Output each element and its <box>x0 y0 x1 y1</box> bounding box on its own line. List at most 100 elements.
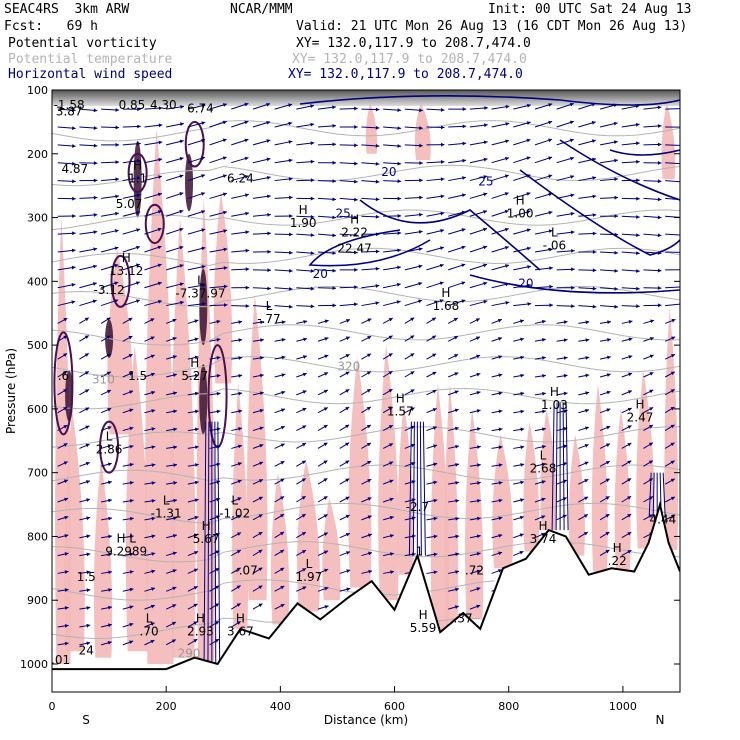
wind-arrow <box>448 462 460 467</box>
pv-extremum-marker: H <box>636 398 645 412</box>
wind-arrow <box>491 192 509 199</box>
field-pv-name: Potential vorticity <box>8 36 157 51</box>
wind-arrow <box>534 373 546 378</box>
wind-arrow <box>57 515 69 521</box>
wind-arrow <box>469 354 481 360</box>
wind-arrow <box>404 264 423 271</box>
wind-arrow <box>317 477 328 485</box>
pv-extremum-value: 1.03 <box>541 398 568 412</box>
wind-arrow <box>187 301 206 307</box>
wind-arrow <box>643 406 654 414</box>
wind-arrow <box>79 641 91 646</box>
pv-extremum-value: 1.68 <box>433 299 460 313</box>
wind-arrow <box>621 178 640 183</box>
wind-arrow <box>100 246 119 253</box>
wind-arrow <box>600 250 619 255</box>
pv-extremum-value: .1 <box>412 545 423 559</box>
wind-arrow <box>448 390 459 396</box>
wind-arrow <box>513 138 531 146</box>
wind-arrow <box>79 212 98 217</box>
wind-arrow <box>556 230 575 235</box>
wind-arrow <box>534 266 553 271</box>
updraft-arrow <box>419 421 422 556</box>
pv-extremum-value: 1.00 <box>507 207 534 221</box>
wind-arrow <box>339 285 358 290</box>
wind-arrow <box>664 424 675 431</box>
wind-arrow <box>469 587 481 592</box>
wind-arrow <box>426 246 445 253</box>
wind-arrow <box>361 370 372 378</box>
wind-arrow <box>144 227 162 235</box>
wind-arrow <box>274 443 285 449</box>
wind-arrow <box>187 355 199 360</box>
wind-arrow <box>621 319 633 324</box>
updraft-arrow <box>648 472 652 518</box>
wind-arrow <box>469 281 488 289</box>
wind-arrow <box>122 408 134 414</box>
wind-arrow <box>57 108 76 113</box>
wind-arrow <box>252 549 263 557</box>
wind-arrow <box>361 284 380 289</box>
wind-arrow <box>382 406 393 414</box>
wind-arrow <box>556 320 568 325</box>
wind-arrow <box>252 373 264 378</box>
wind-arrow <box>296 104 315 110</box>
wind-arrow <box>79 498 91 503</box>
wind-arrow <box>166 409 178 414</box>
wind-arrow <box>448 299 466 307</box>
pv-shaded-region <box>568 434 585 556</box>
wind-arrow <box>252 514 263 521</box>
wind-arrow <box>296 478 307 485</box>
wind-arrow <box>513 246 531 253</box>
wind-arrow <box>339 106 358 111</box>
wind-arrow <box>165 621 177 628</box>
theta-contour <box>52 426 680 448</box>
wind-arrow <box>361 406 372 414</box>
wind-arrow <box>491 445 503 450</box>
wind-arrow <box>100 605 112 610</box>
wind-arrow <box>317 372 329 378</box>
wind-arrow <box>556 138 574 146</box>
wind-arrow <box>166 498 178 503</box>
wind-contour-label: 20 <box>381 165 396 179</box>
wind-arrow <box>296 337 308 342</box>
wind-arrow <box>101 534 113 539</box>
wind-arrow <box>166 373 177 378</box>
wind-arrow <box>100 462 112 467</box>
wind-arrow <box>57 179 76 184</box>
wind-arrow <box>447 317 459 324</box>
wind-arrow <box>57 461 68 467</box>
pv-shaded-region <box>523 421 540 552</box>
wind-arrow <box>448 193 466 199</box>
wind-arrow <box>274 513 285 521</box>
wind-arrow <box>448 498 460 503</box>
y-tick-label: 200 <box>27 148 48 161</box>
wind-arrow <box>382 317 393 324</box>
wind-arrow <box>100 281 119 289</box>
wind-arrow <box>383 214 402 218</box>
wind-arrow <box>578 157 597 164</box>
wind-arrow <box>599 460 611 467</box>
wind-arrow <box>166 551 177 557</box>
wind-arrow <box>643 251 662 255</box>
pv-shaded-region <box>591 383 608 572</box>
wind-arrow <box>513 156 531 164</box>
wind-arrow <box>122 587 134 592</box>
wind-arrow <box>252 585 263 592</box>
pv-extremum-marker: H <box>350 213 359 227</box>
wind-arrow <box>57 552 69 557</box>
wind-arrow <box>296 178 315 183</box>
wind-arrow <box>79 443 90 449</box>
wind-arrow <box>57 388 68 396</box>
wind-arrow <box>274 478 285 485</box>
wind-arrow <box>166 516 178 521</box>
wind-arrow <box>318 251 337 255</box>
wind-arrow <box>513 533 524 539</box>
wind-arrow <box>187 445 199 450</box>
wind-arrow <box>599 478 610 485</box>
wind-arrow <box>122 176 141 182</box>
wind-arrow <box>491 355 503 360</box>
wind-arrow <box>296 233 315 238</box>
wind-arrow <box>621 286 640 291</box>
